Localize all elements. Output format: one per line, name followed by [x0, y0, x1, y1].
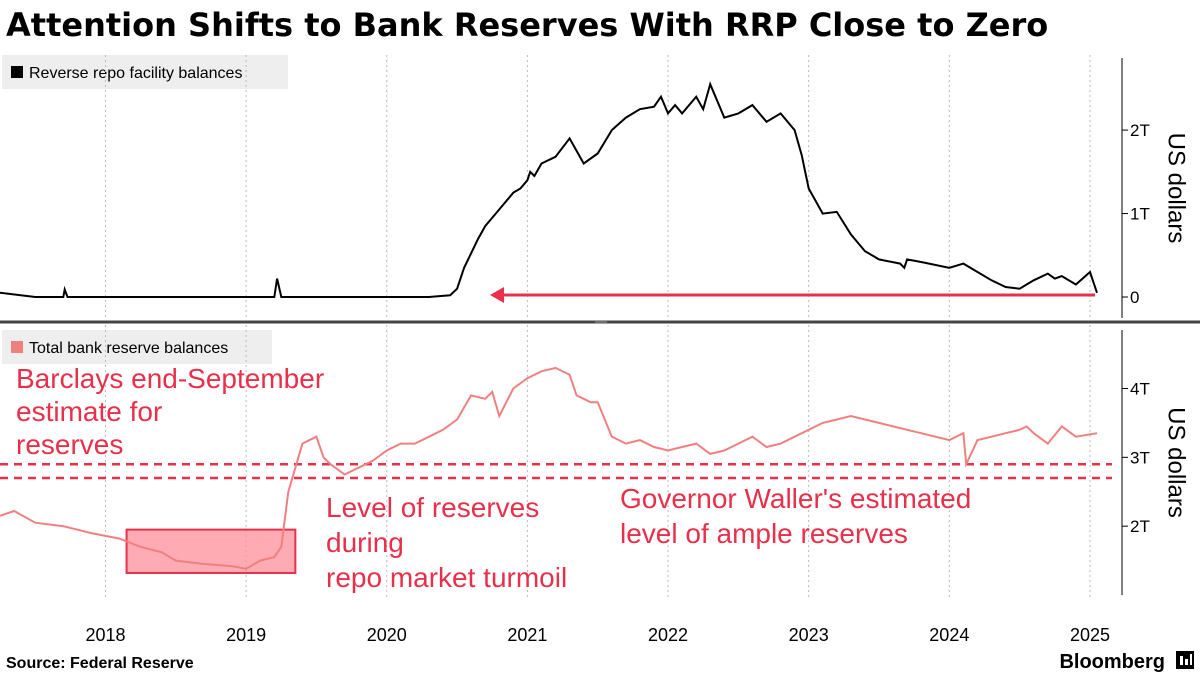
y-tick-label: 4T: [1130, 380, 1150, 399]
chart-title: Attention Shifts to Bank Reserves With R…: [6, 6, 1048, 44]
repo-turmoil-box: [125, 528, 297, 574]
turmoil-annotation-line: Level of reserves: [326, 492, 539, 523]
waller-annotation-line: Governor Waller's estimated: [620, 483, 971, 514]
x-tick-label: 2021: [507, 625, 547, 645]
bottom-legend-label: Total bank reserve balances: [29, 340, 228, 357]
waller-annotation: Governor Waller's estimated level of amp…: [620, 483, 971, 549]
source-note: Source: Federal Reserve: [6, 655, 194, 672]
y-tick-label: 0: [1130, 288, 1139, 307]
barclays-annotation-line: reserves: [16, 429, 123, 460]
y-tick-label: 2T: [1130, 517, 1150, 536]
bottom-legend: Total bank reserve balances: [2, 330, 272, 364]
x-tick-label: 2022: [648, 625, 688, 645]
y-axis-title: US dollars: [1163, 407, 1190, 518]
waller-annotation-line: level of ample reserves: [620, 518, 908, 549]
turmoil-annotation: Level of reserves during repo market tur…: [326, 492, 567, 593]
y-tick-label: 2T: [1130, 121, 1150, 140]
vertical-gridlines: [104, 55, 1091, 597]
x-tick-label: 2019: [226, 625, 266, 645]
turmoil-annotation-line: during: [326, 527, 404, 558]
x-tick-label: 2018: [85, 625, 125, 645]
top-legend-label: Reverse repo facility balances: [29, 65, 242, 82]
top-legend-bg: [2, 55, 288, 89]
bottom-legend-bg: [2, 330, 272, 364]
rrp-series-line: [0, 81, 1098, 298]
bottom-legend-swatch: [11, 341, 23, 353]
top-legend: Reverse repo facility balances: [2, 55, 288, 89]
bloomberg-logo: Bloomberg: [1059, 651, 1165, 673]
x-tick-label: 2020: [367, 625, 407, 645]
x-axis-labels: 2018 2019 2020 2021 2022 2023 2024 2025: [85, 625, 1110, 645]
x-tick-label: 2025: [1070, 625, 1110, 645]
y-tick-label: 3T: [1130, 448, 1150, 467]
barclays-annotation-line: estimate for: [16, 396, 162, 427]
turmoil-annotation-line: repo market turmoil: [326, 562, 567, 593]
barclays-annotation-line: Barclays end-September: [16, 363, 324, 394]
bloomberg-icon: [1176, 651, 1194, 669]
x-tick-label: 2024: [929, 625, 969, 645]
rrp-arrow-head: [490, 287, 504, 303]
rrp-arrow: [490, 287, 1095, 303]
axes: 0 1T 2T US dollars 2T 3T 4T US dollars: [1121, 58, 1190, 595]
top-legend-swatch: [11, 66, 23, 78]
y-tick-label: 1T: [1130, 205, 1150, 224]
reserves-series-line: [0, 366, 1098, 570]
y-axis-title: US dollars: [1163, 133, 1190, 244]
x-tick-label: 2023: [789, 625, 829, 645]
barclays-annotation: Barclays end-September estimate for rese…: [16, 363, 324, 460]
